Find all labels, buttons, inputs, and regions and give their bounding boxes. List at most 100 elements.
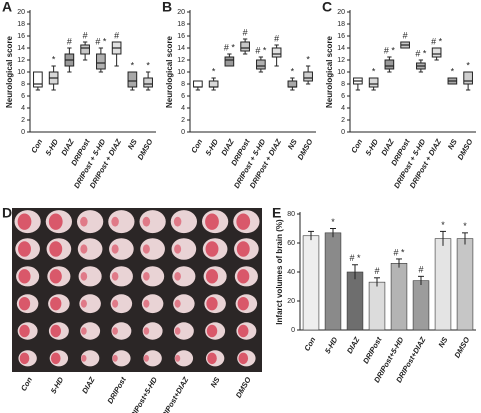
brain-slice (78, 266, 102, 287)
box (463, 71, 473, 85)
y-tick-label: 0 (341, 129, 345, 136)
y-tick-label: 0 (291, 327, 295, 334)
y-tick-label: 8 (341, 81, 345, 88)
infarct (207, 352, 217, 365)
annotation: # * (349, 253, 361, 263)
brain-slice (109, 238, 134, 260)
box (193, 80, 203, 88)
infarct (112, 354, 118, 362)
bar (390, 262, 408, 331)
infarct (205, 241, 219, 257)
infarct (50, 324, 61, 338)
y-tick-label: 14 (337, 45, 345, 52)
box (143, 77, 153, 88)
brain-slice (111, 322, 132, 340)
y-tick-label: 2 (341, 117, 345, 124)
box (96, 53, 106, 70)
infarct (80, 299, 87, 308)
infarct (18, 241, 31, 257)
y-tick-label: 40 (287, 269, 295, 276)
infarct (48, 213, 63, 230)
y-tick-label: 6 (341, 93, 345, 100)
annotation: # (114, 30, 119, 40)
infarct (143, 327, 150, 335)
annotation: # (374, 266, 379, 276)
infarct (237, 296, 249, 311)
infarct (81, 354, 87, 362)
y-axis-title: Neurological score (5, 35, 14, 108)
infarct (80, 216, 88, 227)
brain-slice (142, 322, 163, 340)
bar (368, 281, 386, 331)
brain-slice (140, 238, 165, 260)
y-tick-label: 4 (181, 105, 185, 112)
infarct (238, 352, 249, 365)
infarct (112, 327, 118, 335)
y-tick-label: 14 (177, 45, 185, 52)
annotation: # (67, 36, 72, 46)
annotation: * (52, 54, 56, 64)
y-tick-label: 20 (287, 298, 295, 305)
brain-slice (112, 350, 131, 367)
photo (12, 208, 262, 372)
brain-slice (173, 322, 194, 340)
y-tick-label: 80 (287, 211, 295, 218)
infarct (112, 299, 119, 308)
brain-slice (79, 294, 101, 314)
annotation: # (403, 30, 408, 40)
infarct (50, 296, 62, 311)
infarct (143, 299, 150, 308)
y-tick-label: 16 (17, 33, 25, 40)
y-tick-label: 18 (337, 21, 345, 28)
y-tick-label: 60 (287, 240, 295, 247)
box (271, 47, 282, 58)
box (303, 71, 313, 82)
box (431, 47, 442, 58)
brain-slice (171, 238, 197, 260)
infarct (175, 354, 181, 362)
brain-slice (170, 210, 197, 234)
annotation: # * (431, 36, 443, 46)
panel-letter: A (2, 0, 12, 15)
infarct (143, 272, 150, 281)
panel-letter: C (322, 0, 332, 15)
infarct (19, 324, 30, 338)
brain-slice (108, 210, 135, 234)
infarct (174, 244, 182, 254)
y-tick-label: 20 (337, 9, 345, 16)
y-axis-title: Infarct volumes of brain (%) (275, 219, 284, 325)
annotation: # * (255, 45, 267, 55)
y-tick-label: 6 (181, 93, 185, 100)
y-tick-label: 2 (21, 117, 25, 124)
y-tick-label: 18 (177, 21, 185, 28)
bar (456, 238, 474, 331)
y-tick-label: 10 (177, 69, 185, 76)
y-tick-label: 2 (181, 117, 185, 124)
bar (324, 232, 342, 331)
brain-slice (110, 294, 133, 314)
box (208, 80, 219, 88)
y-tick-label: 4 (21, 105, 25, 112)
infarct (237, 269, 250, 284)
brain-slice (80, 322, 101, 340)
infarct (111, 244, 119, 254)
y-tick-label: 10 (17, 69, 25, 76)
annotation: * (441, 220, 445, 230)
infarct (49, 241, 63, 257)
annotation: # * (95, 36, 107, 46)
y-axis-title: Neurological score (165, 35, 174, 108)
box (224, 56, 235, 67)
annotation: * (372, 66, 376, 76)
infarct (111, 216, 119, 227)
brain-slice (174, 350, 194, 367)
panel-letter: D (2, 205, 12, 221)
panel-letter: B (162, 0, 172, 15)
y-tick-label: 18 (17, 21, 25, 28)
brain-slice (139, 210, 166, 234)
infarct (236, 213, 251, 230)
brain-slice (141, 294, 164, 314)
infarct (18, 296, 31, 311)
annotation: # (243, 27, 248, 37)
infarct (142, 216, 151, 227)
brain-slice (173, 294, 195, 314)
